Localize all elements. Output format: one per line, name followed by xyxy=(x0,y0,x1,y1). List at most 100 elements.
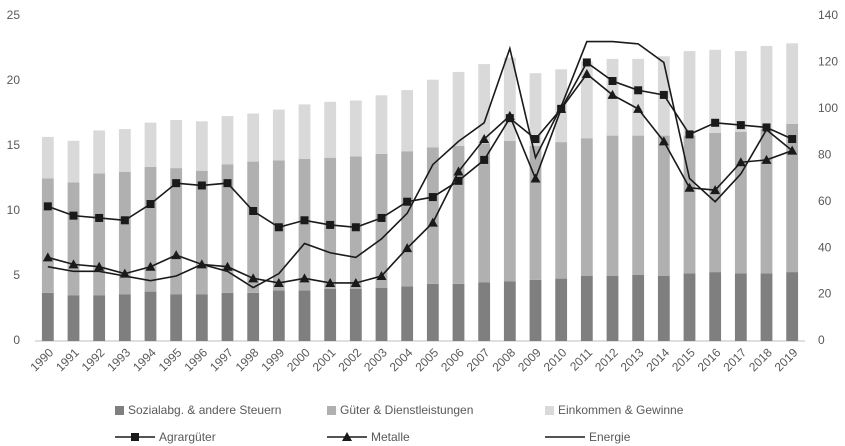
marker xyxy=(761,154,772,164)
bar-segment xyxy=(170,120,183,169)
y2-tick-label: 60 xyxy=(818,194,832,208)
bar-segment xyxy=(144,122,157,167)
x-tick-label: 2012 xyxy=(592,345,621,374)
x-tick-label: 1990 xyxy=(27,345,56,374)
bar-segment xyxy=(170,294,183,341)
bar-segment xyxy=(786,123,799,273)
marker xyxy=(453,166,464,176)
marker xyxy=(581,69,592,79)
bar-segment xyxy=(144,166,157,292)
bar-segment xyxy=(324,289,337,341)
marker xyxy=(659,90,668,99)
marker xyxy=(42,252,53,262)
x-tick-label: 1993 xyxy=(104,345,133,374)
marker xyxy=(197,181,206,190)
marker xyxy=(172,179,181,188)
bar-segment xyxy=(426,283,439,341)
x-tick-label: 2009 xyxy=(515,345,544,374)
bar-segment xyxy=(349,289,362,341)
bar-segment xyxy=(452,146,465,284)
bar-segment xyxy=(734,273,747,341)
marker xyxy=(454,176,463,185)
bar-segment xyxy=(93,130,106,174)
bar-segment xyxy=(349,100,362,157)
marker xyxy=(480,155,489,164)
marker xyxy=(607,89,618,99)
marker xyxy=(273,277,284,287)
marker xyxy=(300,216,309,225)
y-tick-label: 15 xyxy=(7,138,21,152)
bar-segment xyxy=(426,79,439,148)
y-tick-label: 20 xyxy=(7,73,21,87)
bar-segment xyxy=(580,61,593,139)
bar-segment xyxy=(170,168,183,295)
legend-swatch xyxy=(115,406,124,415)
bar-segment xyxy=(657,135,670,276)
bar-segment xyxy=(632,274,645,341)
x-tick-label: 2014 xyxy=(643,345,672,374)
bar-segment xyxy=(41,136,54,179)
y-tick-label: 5 xyxy=(13,268,20,282)
y2-tick-label: 100 xyxy=(818,101,838,115)
bar-segment xyxy=(632,58,645,136)
y-tick-label: 10 xyxy=(7,203,21,217)
marker xyxy=(377,213,386,222)
marker xyxy=(95,213,104,222)
marker xyxy=(582,58,591,67)
x-tick-label: 1995 xyxy=(156,345,185,374)
marker xyxy=(69,211,78,220)
bar-segment xyxy=(272,109,285,161)
x-tick-label: 2018 xyxy=(746,345,775,374)
marker xyxy=(222,261,233,271)
marker xyxy=(94,261,105,271)
bar-segment xyxy=(375,287,388,341)
bar-segment xyxy=(298,290,311,341)
marker xyxy=(658,136,669,146)
bar-segment xyxy=(247,161,260,293)
bar-segment xyxy=(426,147,439,284)
bar-segment xyxy=(298,104,311,159)
bar-segment xyxy=(683,135,696,274)
marker xyxy=(145,261,156,271)
legend-label: Güter & Dienstleistungen xyxy=(340,403,473,417)
marker xyxy=(504,110,515,120)
bar-segment xyxy=(144,291,157,341)
bar-segment xyxy=(401,151,414,287)
legend-label: Energie xyxy=(589,430,631,444)
marker xyxy=(684,182,695,192)
bar-segment xyxy=(375,95,388,154)
bar-segment xyxy=(760,129,773,274)
bar-segment xyxy=(247,292,260,341)
marker xyxy=(299,273,310,283)
x-tick-label: 1999 xyxy=(258,345,287,374)
marker xyxy=(326,220,335,229)
bar-segment xyxy=(67,295,80,341)
bar-segment xyxy=(195,294,208,341)
marker xyxy=(530,173,541,183)
x-tick-label: 2006 xyxy=(438,345,467,374)
line xyxy=(47,72,793,284)
x-tick-label: 2016 xyxy=(695,345,724,374)
y2-tick-label: 20 xyxy=(818,287,832,301)
marker xyxy=(131,433,139,441)
x-tick-label: 2001 xyxy=(310,345,339,374)
x-tick-label: 1996 xyxy=(181,345,210,374)
bar-segment xyxy=(41,292,54,341)
bar-segment xyxy=(529,146,542,280)
marker xyxy=(762,123,771,132)
bar-segment xyxy=(760,273,773,341)
bar-segment xyxy=(401,90,414,152)
bar-segment xyxy=(683,51,696,136)
x-tick-label: 2017 xyxy=(720,345,749,374)
bar-segment xyxy=(452,71,465,146)
bar-segment xyxy=(709,49,722,133)
bar-segment xyxy=(786,43,799,124)
x-tick-label: 1992 xyxy=(79,345,108,374)
x-tick-label: 2011 xyxy=(567,345,595,373)
bar-segment xyxy=(195,121,208,171)
marker xyxy=(342,432,352,441)
marker xyxy=(608,77,617,85)
bar-segment xyxy=(67,140,80,183)
marker xyxy=(710,185,721,195)
